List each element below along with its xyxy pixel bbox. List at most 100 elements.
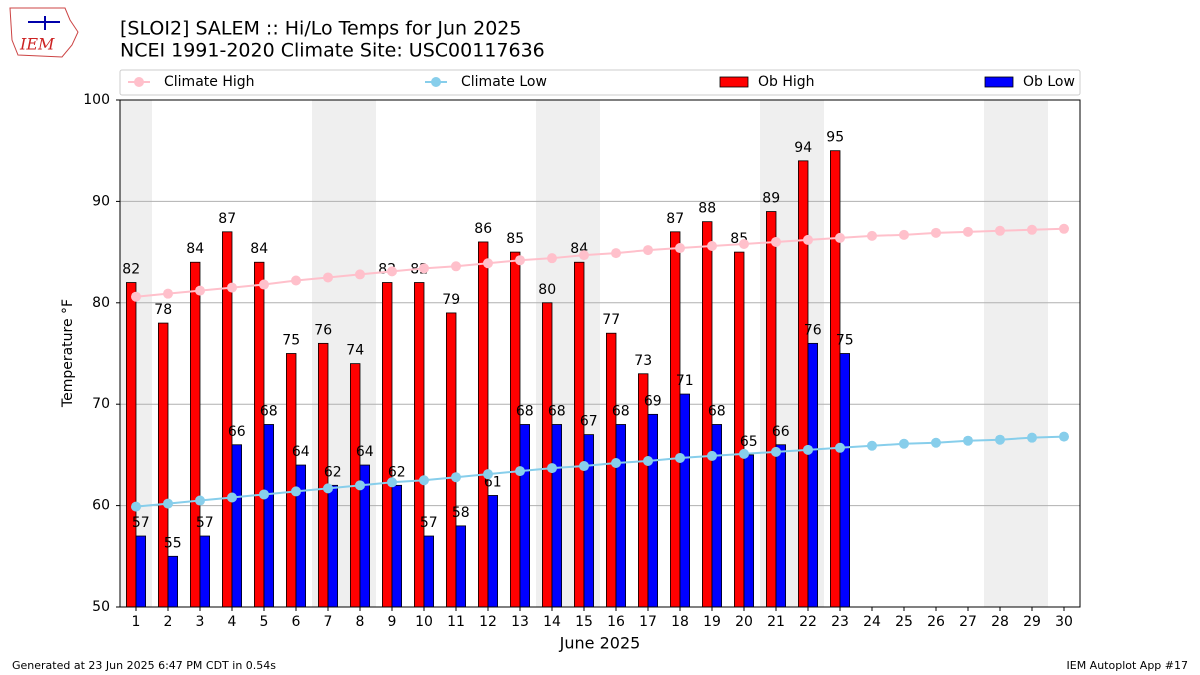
point — [131, 501, 141, 512]
bar-label: 82 — [122, 262, 140, 278]
bar — [126, 282, 137, 608]
point — [291, 275, 301, 286]
footer-right: IEM Autoplot App #17 — [1067, 659, 1189, 672]
bar — [135, 535, 147, 608]
y-tick-label: 60 — [92, 498, 110, 514]
bar-label: 78 — [154, 302, 172, 318]
point — [675, 452, 685, 463]
bar — [807, 342, 819, 608]
legend-marker — [431, 77, 441, 87]
legend-label: Climate High — [164, 74, 255, 90]
bar — [253, 261, 265, 608]
point — [355, 480, 365, 491]
bar — [743, 454, 755, 608]
bar-label: 68 — [516, 403, 534, 419]
legend-swatch — [984, 76, 1014, 88]
point — [835, 232, 845, 243]
bar — [830, 150, 841, 608]
point — [643, 245, 653, 256]
bar — [487, 495, 499, 608]
point — [963, 435, 973, 446]
shade — [1016, 100, 1048, 607]
legend-marker — [134, 77, 144, 87]
x-tick-label: 25 — [895, 614, 913, 630]
bar-label: 75 — [836, 333, 854, 349]
point — [579, 250, 589, 261]
bar-label: 76 — [314, 322, 332, 338]
bar — [583, 434, 595, 608]
bar — [445, 312, 457, 608]
bar — [647, 413, 659, 608]
point — [323, 272, 333, 283]
point — [931, 227, 941, 238]
bar-label: 88 — [698, 201, 716, 217]
point — [259, 489, 269, 500]
bar — [839, 353, 851, 608]
point — [579, 461, 589, 472]
x-tick-label: 29 — [1023, 614, 1041, 630]
bar — [285, 353, 297, 608]
bar-label: 84 — [250, 241, 268, 257]
logo-text: IEM — [19, 35, 55, 54]
point — [483, 469, 493, 480]
x-tick-label: 10 — [415, 614, 433, 630]
legend-box — [119, 69, 1081, 96]
bar — [391, 484, 403, 608]
x-tick-label: 13 — [511, 614, 529, 630]
point — [387, 477, 397, 488]
x-tick-label: 22 — [799, 614, 817, 630]
bar-label: 65 — [740, 434, 758, 450]
x-tick-label: 19 — [703, 614, 721, 630]
x-tick-label: 4 — [228, 614, 237, 630]
bar — [606, 332, 617, 608]
bar-label: 89 — [762, 191, 780, 207]
point — [771, 446, 781, 457]
bar — [263, 424, 275, 608]
bar — [381, 282, 393, 608]
bar-label: 62 — [324, 464, 342, 480]
bar — [455, 525, 467, 608]
line — [135, 435, 1065, 508]
point — [259, 279, 269, 290]
x-tick-label: 16 — [607, 614, 625, 630]
y-tick-label: 100 — [83, 92, 110, 108]
bar — [766, 211, 777, 608]
bar — [327, 484, 339, 608]
bar — [775, 444, 787, 608]
point — [899, 229, 909, 240]
bar — [199, 535, 211, 608]
legend-label: Ob High — [758, 74, 815, 90]
bar — [574, 261, 585, 608]
x-tick-label: 23 — [831, 614, 849, 630]
bar-label: 77 — [602, 312, 620, 328]
y-tick-label: 70 — [92, 396, 110, 412]
bar — [157, 322, 169, 608]
point — [867, 440, 877, 451]
bar-label: 73 — [634, 353, 652, 369]
bar — [542, 302, 553, 608]
x-tick-label: 7 — [324, 614, 333, 630]
bar-label: 79 — [442, 292, 460, 308]
bar — [679, 393, 691, 608]
point — [355, 269, 365, 280]
point — [515, 466, 525, 477]
bar-label: 74 — [346, 343, 364, 359]
bar-label: 57 — [196, 515, 214, 531]
point — [995, 434, 1005, 445]
bar — [189, 261, 201, 608]
bar — [615, 424, 627, 608]
bar-label: 71 — [676, 373, 694, 389]
bar — [670, 231, 681, 608]
x-tick-label: 17 — [639, 614, 657, 630]
bar-label: 64 — [292, 444, 310, 460]
bar — [551, 424, 563, 608]
x-tick-label: 27 — [959, 614, 977, 630]
point — [547, 463, 557, 474]
point — [707, 450, 717, 461]
bar-label: 64 — [356, 444, 374, 460]
point — [867, 230, 877, 241]
point — [547, 253, 557, 264]
point — [483, 258, 493, 269]
point — [163, 288, 173, 299]
